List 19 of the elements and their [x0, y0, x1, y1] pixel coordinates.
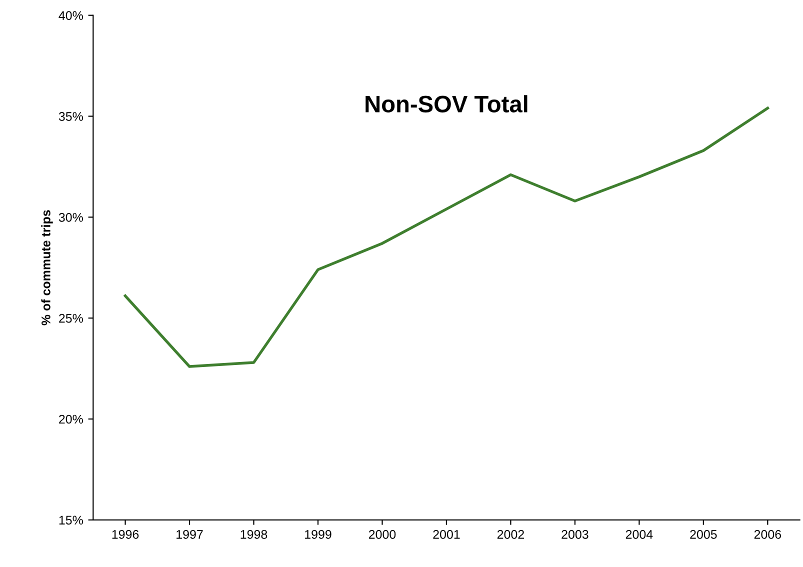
x-tick-label: 2003	[562, 530, 588, 539]
x-tick-label: 1999	[305, 530, 332, 539]
y-tick-label: 35%	[58, 112, 83, 121]
y-axis-title: % of commute trips	[41, 210, 53, 326]
y-tick-label: 15%	[59, 516, 83, 525]
x-tick-label: 2006	[754, 530, 782, 539]
y-tick-label: 30%	[58, 212, 83, 222]
y-tick-label: 40%	[58, 11, 83, 20]
x-tick-label: 1997	[176, 530, 203, 539]
x-tick-label: 2004	[626, 530, 653, 539]
x-tick-label: 2002	[497, 530, 524, 539]
x-tick-label: 1996	[112, 530, 139, 539]
x-tick-label: 1998	[240, 530, 268, 539]
x-tick-label: 2005	[690, 530, 717, 539]
y-tick-label: 20%	[59, 414, 83, 424]
y-tick-label: 25%	[59, 314, 83, 323]
x-tick-label: 2000	[368, 530, 396, 539]
text: Non-SOV Total	[366, 95, 528, 112]
x-tick-label: 2001	[433, 530, 460, 539]
